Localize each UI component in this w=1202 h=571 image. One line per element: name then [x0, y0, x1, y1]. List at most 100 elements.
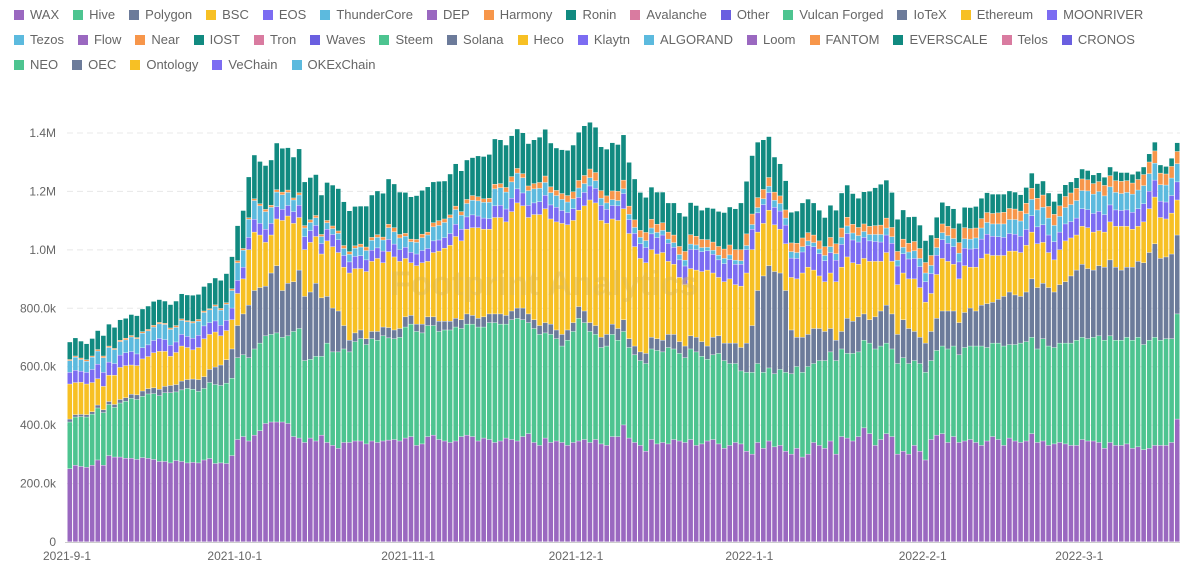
bar-segment-wax[interactable]	[386, 440, 391, 542]
bar-segment-bsc[interactable]	[459, 241, 464, 320]
bar-stack[interactable]	[721, 212, 727, 542]
bar-stack[interactable]	[1124, 172, 1130, 542]
bar-segment-harmony[interactable]	[705, 239, 710, 248]
bar-segment-bsc[interactable]	[1118, 226, 1124, 270]
bar-segment-bsc[interactable]	[956, 279, 962, 323]
bar-segment-eos[interactable]	[352, 256, 358, 269]
bar-segment-bsc[interactable]	[151, 352, 156, 388]
bar-segment-harmony[interactable]	[1063, 196, 1068, 208]
bar-segment-wax[interactable]	[179, 461, 184, 542]
bar-segment-ronin[interactable]	[682, 216, 688, 252]
bar-segment-thundercore[interactable]	[78, 359, 84, 371]
bar-segment-wax[interactable]	[101, 465, 106, 542]
bar-segment-bsc[interactable]	[358, 268, 363, 330]
bar-segment-polygon[interactable]	[654, 338, 660, 351]
bar-segment-polygon[interactable]	[928, 331, 934, 361]
bar-stack[interactable]	[565, 150, 570, 542]
bar-segment-harmony[interactable]	[140, 331, 145, 334]
bar-segment-polygon[interactable]	[570, 322, 576, 332]
bar-segment-thundercore[interactable]	[699, 247, 705, 252]
bar-segment-polygon[interactable]	[1091, 270, 1096, 338]
bar-segment-polygon[interactable]	[677, 341, 682, 354]
bar-stack[interactable]	[1158, 165, 1163, 542]
bar-segment-wax[interactable]	[828, 441, 833, 542]
bar-segment-polygon[interactable]	[1079, 264, 1085, 338]
bar-segment-hive[interactable]	[1046, 346, 1051, 446]
bar-segment-harmony[interactable]	[1035, 198, 1040, 210]
legend-item[interactable]: EVERSCALE	[893, 27, 988, 52]
bar-segment-polygon[interactable]	[1051, 292, 1057, 348]
bar-segment-hive[interactable]	[693, 352, 699, 446]
bar-segment-wax[interactable]	[1023, 441, 1029, 542]
bar-segment-polygon[interactable]	[794, 337, 800, 367]
bar-segment-ronin[interactable]	[995, 194, 1001, 213]
bar-segment-polygon[interactable]	[1046, 287, 1051, 346]
bar-segment-ronin[interactable]	[1141, 167, 1146, 175]
bar-stack[interactable]	[816, 210, 822, 542]
bar-stack[interactable]	[1001, 194, 1007, 542]
bar-segment-eos[interactable]	[117, 355, 123, 368]
bar-segment-polygon[interactable]	[554, 330, 559, 339]
bar-segment-ronin[interactable]	[324, 182, 330, 221]
bar-segment-bsc[interactable]	[990, 255, 995, 303]
bar-segment-thundercore[interactable]	[492, 189, 498, 206]
bar-segment-wax[interactable]	[1051, 444, 1057, 542]
bar-segment-bsc[interactable]	[224, 330, 229, 360]
bar-segment-bsc[interactable]	[699, 271, 705, 342]
bar-segment-eos[interactable]	[347, 262, 352, 273]
bar-segment-hive[interactable]	[610, 334, 615, 437]
bar-segment-polygon[interactable]	[324, 296, 330, 343]
bar-segment-wax[interactable]	[498, 441, 503, 542]
bar-segment-bsc[interactable]	[95, 378, 101, 405]
bar-segment-harmony[interactable]	[1096, 181, 1102, 192]
bar-segment-harmony[interactable]	[73, 356, 78, 357]
bar-segment-harmony[interactable]	[145, 329, 151, 331]
bar-segment-eos[interactable]	[78, 371, 84, 383]
bar-segment-eos[interactable]	[542, 195, 548, 209]
bar-segment-polygon[interactable]	[190, 379, 196, 390]
bar-segment-thundercore[interactable]	[503, 192, 509, 209]
bar-segment-harmony[interactable]	[1124, 180, 1130, 193]
bar-segment-harmony[interactable]	[1085, 180, 1091, 191]
bar-segment-wax[interactable]	[643, 451, 649, 542]
bar-segment-thundercore[interactable]	[805, 241, 811, 246]
bar-segment-eos[interactable]	[179, 334, 184, 346]
bar-segment-harmony[interactable]	[615, 191, 621, 201]
bar-segment-hive[interactable]	[962, 347, 967, 441]
bar-segment-harmony[interactable]	[979, 218, 984, 228]
bar-segment-polygon[interactable]	[906, 328, 912, 364]
bar-segment-harmony[interactable]	[710, 242, 716, 251]
legend-item[interactable]: Ethereum	[960, 2, 1033, 27]
legend-item[interactable]: Other	[720, 2, 769, 27]
bar-segment-thundercore[interactable]	[867, 234, 872, 241]
bar-segment-polygon[interactable]	[475, 318, 481, 327]
bar-stack[interactable]	[979, 198, 984, 542]
bar-stack[interactable]	[509, 135, 514, 542]
bar-segment-harmony[interactable]	[459, 211, 464, 215]
bar-segment-eos[interactable]	[369, 250, 375, 262]
bar-segment-harmony[interactable]	[1079, 179, 1085, 191]
bar-segment-hive[interactable]	[89, 414, 95, 466]
bar-segment-bsc[interactable]	[816, 276, 822, 329]
bar-segment-eos[interactable]	[733, 264, 738, 285]
bar-segment-harmony[interactable]	[380, 237, 386, 240]
bar-segment-thundercore[interactable]	[788, 251, 794, 258]
bar-stack[interactable]	[833, 210, 839, 542]
bar-segment-hive[interactable]	[654, 350, 660, 444]
bar-segment-polygon[interactable]	[335, 311, 341, 352]
bar-segment-bsc[interactable]	[660, 252, 665, 341]
bar-segment-thundercore[interactable]	[112, 349, 117, 364]
bar-segment-ronin[interactable]	[895, 219, 900, 252]
bar-segment-polygon[interactable]	[716, 336, 721, 354]
bar-segment-polygon[interactable]	[145, 388, 151, 394]
bar-segment-bsc[interactable]	[945, 261, 951, 311]
bar-segment-eos[interactable]	[168, 345, 173, 357]
bar-segment-thundercore[interactable]	[1091, 194, 1096, 214]
legend-item[interactable]: IoTeX	[897, 2, 947, 27]
bar-segment-wax[interactable]	[912, 445, 917, 542]
bar-segment-wax[interactable]	[1068, 445, 1074, 542]
bar-segment-bsc[interactable]	[716, 277, 721, 336]
bar-segment-wax[interactable]	[738, 444, 744, 542]
bar-segment-thundercore[interactable]	[352, 248, 358, 257]
bar-segment-hive[interactable]	[990, 343, 995, 437]
